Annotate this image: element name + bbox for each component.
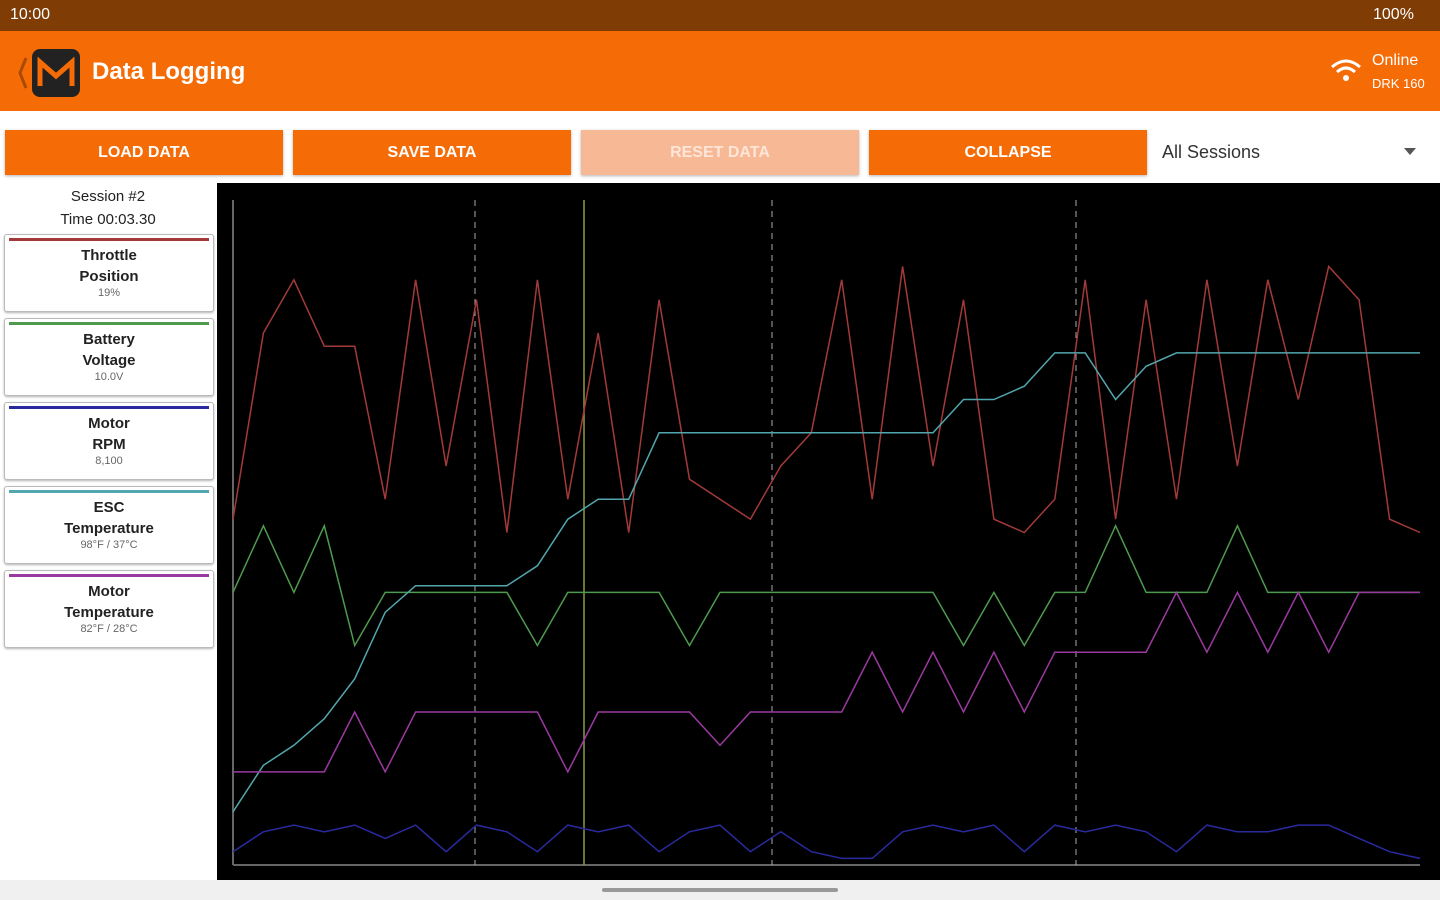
home-handle[interactable] — [602, 888, 838, 892]
channel-reading: 8,100 — [95, 455, 123, 467]
session-info: Session #2 Time 00:03.30 — [4, 185, 212, 231]
device-name: DRK 160 — [1372, 76, 1425, 91]
connection-status: Online — [1372, 52, 1419, 69]
channel-card[interactable]: Motor RPM 8,100 — [4, 402, 214, 480]
channel-card[interactable]: ESC Temperature 98°F / 37°C — [4, 486, 214, 564]
channel-color — [9, 574, 209, 577]
channel-reading: 82°F / 28°C — [80, 623, 138, 635]
battery: 100% — [1373, 6, 1414, 23]
clock: 10:00 — [10, 6, 51, 23]
series-line — [232, 352, 1420, 813]
channel-card[interactable]: Battery Voltage 10.0V — [4, 318, 214, 396]
app-title: Data Logging — [92, 58, 246, 85]
wifi-icon — [1331, 59, 1361, 81]
reset-button: RESET DATA — [581, 130, 859, 175]
channel-reading: 19% — [97, 287, 121, 299]
series-line — [233, 590, 1420, 774]
channel-color — [9, 490, 209, 493]
channel-color — [9, 322, 209, 325]
session-name: Session #2 — [70, 188, 146, 205]
nav-bar — [0, 880, 1440, 900]
dropdown-text: All Sessions — [1162, 142, 1261, 162]
chart — [217, 183, 1440, 880]
dropdown-arrow — [1404, 148, 1416, 155]
session-dropdown[interactable]: All Sessions — [1160, 130, 1430, 175]
channel-card[interactable]: Motor Temperature 82°F / 28°C — [4, 570, 214, 648]
channel-name: Battery Voltage — [82, 331, 136, 369]
channel-card[interactable]: Throttle Position 19% — [4, 234, 214, 312]
status-bar: 10:00 100% — [0, 0, 1440, 31]
load-button[interactable]: LOAD DATA — [5, 130, 283, 175]
app-bar: Data Logging Online DRK 160 — [0, 31, 1440, 111]
channel-name: Motor Temperature — [64, 583, 154, 621]
channel-color — [9, 238, 209, 241]
session-time: Time 00:03.30 — [60, 211, 156, 228]
channel-name: Motor RPM — [88, 415, 130, 453]
channel-name: Throttle Position — [79, 247, 139, 285]
series-line — [232, 824, 1421, 860]
logo[interactable] — [18, 46, 84, 100]
channel-name: ESC Temperature — [64, 499, 154, 537]
series-line — [232, 523, 1420, 648]
channel-color — [9, 406, 209, 409]
save-button[interactable]: SAVE DATA — [293, 130, 571, 175]
collapse-button[interactable]: COLLAPSE — [869, 130, 1147, 175]
series-line — [232, 264, 1421, 534]
channel-reading: 10.0V — [94, 371, 124, 383]
channel-reading: 98°F / 37°C — [80, 539, 138, 551]
